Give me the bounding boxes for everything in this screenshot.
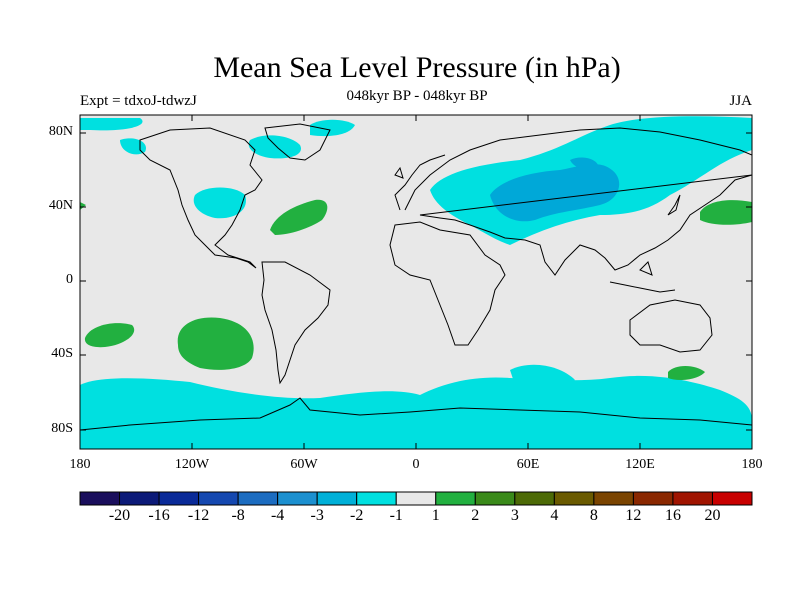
axis-ticks	[80, 115, 752, 449]
colorbar-swatch	[79, 491, 121, 506]
season-label: JJA	[729, 93, 752, 109]
colorbar-tick-label: -16	[148, 507, 170, 524]
anomaly-drake-negative	[560, 435, 585, 445]
lat-tick-label: 80S	[51, 421, 73, 436]
colorbar-tick-label: -20	[108, 507, 131, 524]
anomaly-greenland-negative	[248, 135, 301, 159]
anomaly-spacific-west-positive	[84, 323, 135, 348]
colorbar-tick-label: -3	[310, 507, 324, 524]
lat-tick-label: 40S	[51, 346, 73, 361]
coast-uk	[394, 166, 404, 179]
anomaly-southern-ocean-negative	[80, 375, 752, 449]
coast-africa	[389, 221, 506, 346]
anomaly-arctic-negative	[80, 118, 143, 131]
colorbar-tick-label: 12	[625, 507, 642, 524]
lon-tick-label: 180	[741, 457, 763, 472]
chart-title: Mean Sea Level Pressure (in hPa)	[213, 51, 621, 84]
lon-tick-label: 180	[69, 457, 91, 472]
colorbar-tick-label: 2	[471, 507, 480, 524]
colorbar-swatch	[711, 491, 753, 506]
anomaly-fields	[80, 116, 752, 449]
colorbar-swatch	[435, 491, 476, 506]
colorbar-swatch	[672, 491, 713, 506]
colorbar-swatch	[316, 491, 358, 506]
colorbar-tick-label: -2	[350, 507, 364, 524]
coast-australia	[629, 299, 713, 353]
colorbar-tick-label: 20	[704, 507, 721, 524]
anomaly-npacific-positive	[700, 200, 752, 225]
colorbar-tick-label: -1	[389, 507, 403, 524]
lon-tick-label: 120W	[174, 457, 210, 472]
colorbar-swatch	[632, 491, 674, 506]
coastlines	[80, 123, 752, 431]
coast-south-america	[261, 261, 331, 385]
colorbar-swatch	[158, 491, 200, 506]
lon-tick-label: 60E	[516, 457, 540, 472]
colorbar-tick-label: -8	[231, 507, 245, 524]
experiment-label: Expt = tdxoJ-tdwzJ	[80, 93, 197, 109]
colorbar-tick-label: 1	[431, 507, 440, 524]
coast-indonesia	[609, 261, 676, 293]
colorbar-swatch	[395, 491, 437, 506]
lon-tick-label: 0	[412, 457, 420, 472]
colorbar-swatch	[514, 491, 555, 506]
colorbar-tick-label: 3	[510, 507, 519, 524]
colorbar-swatch	[593, 491, 634, 506]
colorbar-swatch	[474, 491, 516, 506]
coast-greenland	[264, 123, 331, 161]
anomaly-pacific-sw-negative	[660, 420, 720, 440]
anomaly-asia-strong-negative	[490, 164, 620, 222]
anomaly-westmed-negative	[120, 138, 146, 155]
colorbar-tick-label: -4	[270, 507, 285, 524]
coast-japan	[667, 194, 681, 216]
colorbar-swatch	[553, 491, 595, 506]
colorbar-swatch	[237, 491, 279, 506]
colorbar	[79, 491, 753, 506]
chart-subtitle: 048kyr BP - 048kyr BP	[346, 88, 488, 104]
coast-europe	[394, 154, 446, 211]
colorbar-swatch	[277, 491, 318, 506]
lat-tick-label: 80N	[48, 124, 73, 139]
colorbar-tick-label: -12	[187, 507, 210, 524]
colorbar-swatch	[119, 491, 160, 506]
anomaly-namerica-negative	[193, 187, 246, 219]
colorbar-tick-label: 4	[550, 507, 559, 524]
anomaly-safrica-negative	[510, 364, 575, 390]
coast-eurasia	[404, 127, 752, 276]
anomaly-arctic2-negative	[310, 119, 355, 137]
anomaly-natlantic-positive	[270, 199, 328, 235]
coast-antarctica	[80, 397, 752, 431]
anomaly-atlantic-edge-positive	[80, 202, 86, 210]
lon-tick-label: 120E	[625, 457, 655, 472]
lat-tick-label: 40N	[48, 198, 73, 213]
colorbar-swatch	[198, 491, 239, 506]
lon-tick-label: 60W	[290, 457, 318, 472]
anomaly-australia-south-positive	[668, 366, 705, 380]
lat-tick-label: 0	[66, 272, 73, 287]
coast-north-america	[139, 127, 263, 269]
anomaly-asia-strong-negative-2	[570, 157, 598, 170]
colorbar-tick-label: 8	[589, 507, 598, 524]
colorbar-swatch	[356, 491, 397, 506]
anomaly-spacific-positive	[177, 317, 254, 370]
colorbar-tick-label: 16	[664, 507, 681, 524]
